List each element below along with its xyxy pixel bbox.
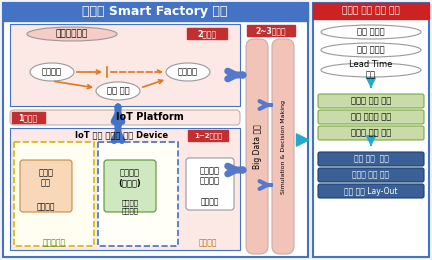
Ellipse shape [321,63,421,77]
FancyBboxPatch shape [187,28,227,39]
Text: 지능적 생산 계획: 지능적 생산 계획 [351,128,391,138]
FancyBboxPatch shape [272,39,294,254]
Ellipse shape [96,82,140,100]
FancyBboxPatch shape [12,112,45,123]
FancyBboxPatch shape [14,142,94,246]
Text: 작업시작: 작업시작 [42,68,62,76]
FancyBboxPatch shape [313,3,429,257]
Text: 곡가공 생산 효율 향상: 곡가공 생산 효율 향상 [342,6,400,16]
Text: 진행 현황: 진행 현황 [107,87,129,95]
Text: 곡가공 Smart Factory 구축: 곡가공 Smart Factory 구축 [83,5,228,18]
Ellipse shape [321,25,421,39]
Ellipse shape [166,63,210,81]
FancyBboxPatch shape [318,110,424,124]
FancyBboxPatch shape [188,130,228,141]
FancyBboxPatch shape [186,158,234,210]
Text: IoT Platform: IoT Platform [116,113,184,122]
Text: 계획 실합성: 계획 실합성 [357,46,385,55]
FancyBboxPatch shape [10,24,240,106]
Text: 물류설비
(크레인): 물류설비 (크레인) [119,168,141,188]
FancyBboxPatch shape [104,160,156,212]
Text: Big Data 분석: Big Data 분석 [252,125,261,169]
Text: 2차년도: 2차년도 [197,29,216,38]
FancyBboxPatch shape [318,184,424,198]
Text: 공정모니터링: 공정모니터링 [56,29,88,38]
FancyBboxPatch shape [3,3,308,257]
FancyBboxPatch shape [20,160,72,212]
Text: Lead Time
분석: Lead Time 분석 [349,60,393,80]
FancyBboxPatch shape [318,126,424,140]
Text: 실직 정합성: 실직 정합성 [357,28,385,36]
Text: Simulation & Decision Making: Simulation & Decision Making [280,100,286,194]
Text: 가스설비
작업환경: 가스설비 작업환경 [200,166,220,186]
FancyBboxPatch shape [246,39,268,254]
Text: 최적 생산 Lay-Out: 최적 생산 Lay-Out [344,186,398,196]
Text: 합리적 일정 계획: 합리적 일정 계획 [351,96,391,106]
FancyBboxPatch shape [247,25,295,36]
Text: 곡가공공정: 곡가공공정 [42,238,66,248]
Text: 생산 원가  절감: 생산 원가 절감 [353,154,388,164]
Text: 1차년도: 1차년도 [19,113,38,122]
FancyBboxPatch shape [313,3,429,19]
FancyBboxPatch shape [10,110,240,125]
Text: 1~2차년도: 1~2차년도 [194,132,222,139]
Text: 작업완료: 작업완료 [178,68,198,76]
Ellipse shape [30,63,74,81]
Ellipse shape [27,27,117,41]
Text: 곡가공
장치: 곡가공 장치 [38,168,54,188]
Text: 작업변수: 작업변수 [201,198,219,206]
Text: 작업일량: 작업일량 [37,203,55,211]
FancyBboxPatch shape [3,3,308,21]
FancyBboxPatch shape [318,94,424,108]
Text: IoT 기반 데이터 수집 Device: IoT 기반 데이터 수집 Device [75,131,168,140]
Text: 지원장비: 지원장비 [199,238,217,248]
Ellipse shape [321,43,421,57]
Text: 곡가공 품질 향상: 곡가공 품질 향상 [353,171,390,179]
FancyBboxPatch shape [98,142,178,246]
FancyBboxPatch shape [318,168,424,182]
Text: 적정 작업자 배원: 적정 작업자 배원 [351,113,391,121]
Text: 2~3차년도: 2~3차년도 [256,26,286,35]
FancyBboxPatch shape [10,128,240,250]
FancyBboxPatch shape [318,152,424,166]
Text: 작업위치
작업동선: 작업위치 작업동선 [121,200,139,214]
